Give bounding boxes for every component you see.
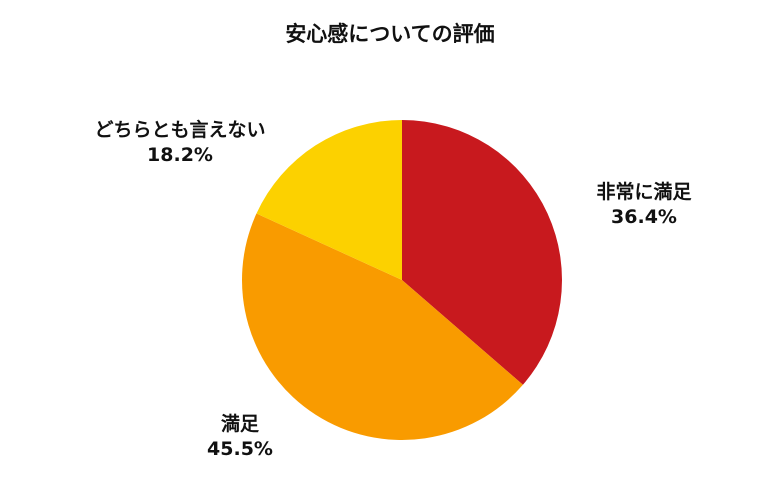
slice-label-neutral: どちらとも言えない 18.2% (60, 118, 300, 168)
slice-label-value: 45.5% (207, 438, 273, 460)
chart-title: 安心感についての評価 (285, 22, 495, 46)
slice-label-value: 36.4% (611, 206, 677, 228)
slice-label-name: 満足 (220, 413, 259, 435)
slice-label-value: 18.2% (147, 144, 213, 166)
pie-slice-satisfied (242, 213, 523, 440)
slice-label-name: 非常に満足 (596, 181, 692, 203)
pie-slice-neutral (256, 120, 402, 280)
slice-label-satisfied: 満足 45.5% (170, 412, 310, 462)
pie-slice-very-satisfied (402, 120, 562, 385)
slice-label-very-satisfied: 非常に満足 36.4% (574, 180, 714, 230)
slice-label-name: どちらとも言えない (94, 119, 266, 141)
